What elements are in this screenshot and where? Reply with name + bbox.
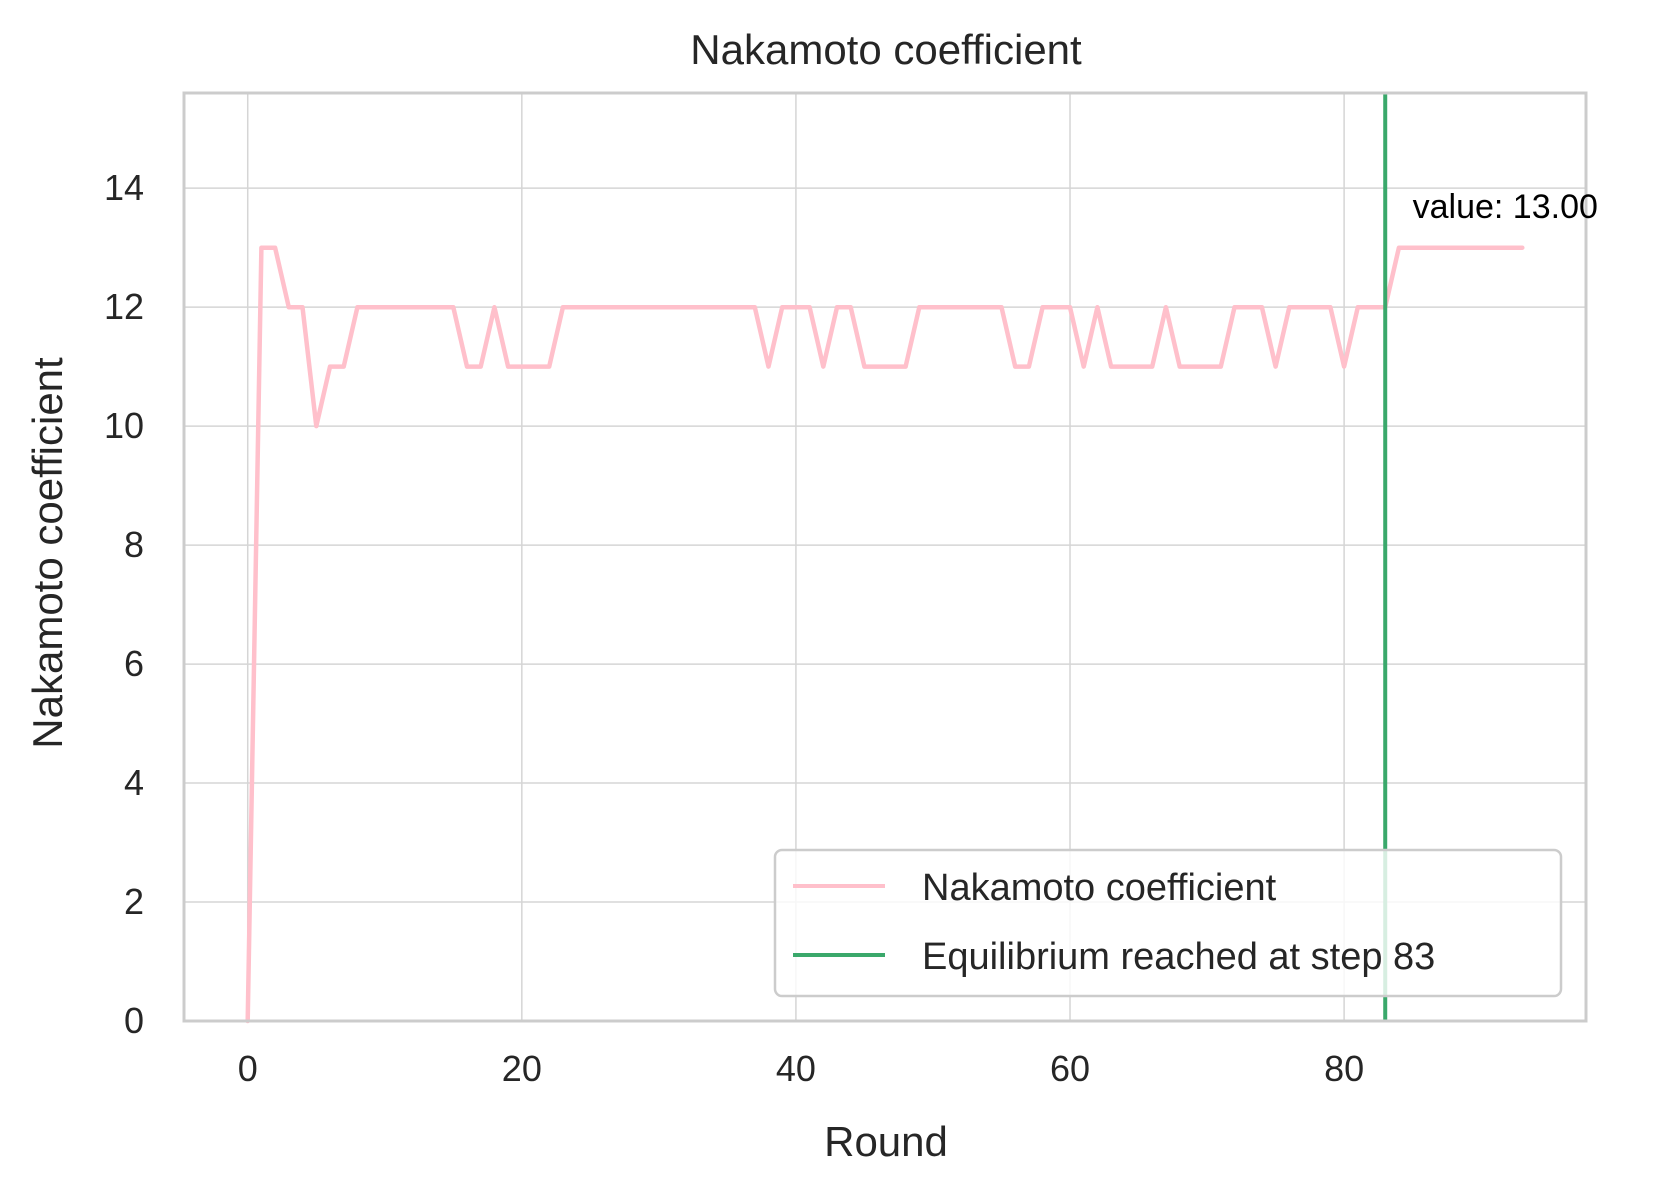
y-tick-labels: 0 2 4 6 8 10 12 14 — [104, 167, 144, 1041]
legend-label-nakamoto: Nakamoto coefficient — [922, 867, 1277, 909]
y-tick-label: 10 — [104, 405, 144, 446]
x-tick-label: 80 — [1324, 1048, 1364, 1089]
x-tick-label: 0 — [238, 1048, 258, 1089]
y-tick-label: 2 — [124, 881, 144, 922]
chart-title: Nakamoto coefficient — [690, 26, 1082, 73]
x-tick-label: 40 — [776, 1048, 816, 1089]
x-tick-labels: 0 20 40 60 80 — [238, 1048, 1364, 1089]
y-tick-label: 12 — [104, 286, 144, 327]
y-tick-label: 6 — [124, 643, 144, 684]
y-tick-label: 0 — [124, 1000, 144, 1041]
legend-box — [773, 848, 1563, 998]
grid — [184, 93, 1586, 1022]
plot-frame — [182, 91, 1588, 1023]
y-tick-label: 8 — [124, 524, 144, 565]
y-tick-label: 4 — [124, 762, 144, 803]
value-annotation: value: 13.00 — [1413, 188, 1598, 226]
x-axis-label: Round — [824, 1118, 948, 1165]
legend-label-equilibrium: Equilibrium reached at step 83 — [922, 936, 1435, 978]
x-tick-label: 60 — [1050, 1048, 1090, 1089]
y-tick-label: 14 — [104, 167, 144, 208]
legend: Nakamoto coefficient Equilibrium reached… — [773, 848, 1563, 998]
series-line-nakamoto-coefficient — [245, 245, 1525, 1024]
x-tick-label: 20 — [502, 1048, 542, 1089]
series-layer — [245, 245, 1525, 1024]
y-axis-label: Nakamoto coefficient — [24, 357, 71, 749]
